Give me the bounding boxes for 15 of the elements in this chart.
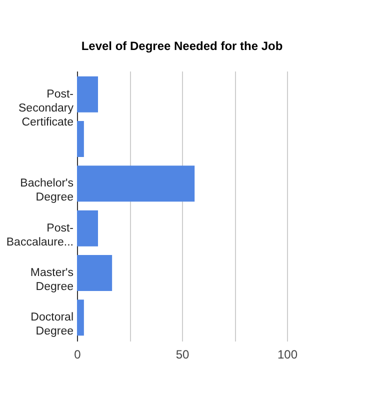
bar: [77, 210, 98, 246]
bar: [77, 121, 84, 158]
y-tick-label: Master's Degree: [30, 266, 74, 293]
y-tick-label: Post-Secondary Certificate: [18, 88, 74, 128]
y-tick-label: Post-Baccalaure...: [6, 222, 74, 248]
bar: [77, 254, 112, 291]
y-tick-label: Doctoral Degree: [30, 312, 74, 338]
x-tick-label: 50: [176, 348, 190, 362]
bar: [77, 76, 98, 112]
chart-title: Level of Degree Needed for the Job: [81, 39, 283, 53]
bar: [77, 300, 84, 336]
y-tick-label: Bachelor's Degree: [20, 178, 74, 204]
bar: [77, 166, 195, 202]
x-tick-label: 0: [74, 348, 82, 362]
x-tick-label: 100: [277, 348, 298, 362]
